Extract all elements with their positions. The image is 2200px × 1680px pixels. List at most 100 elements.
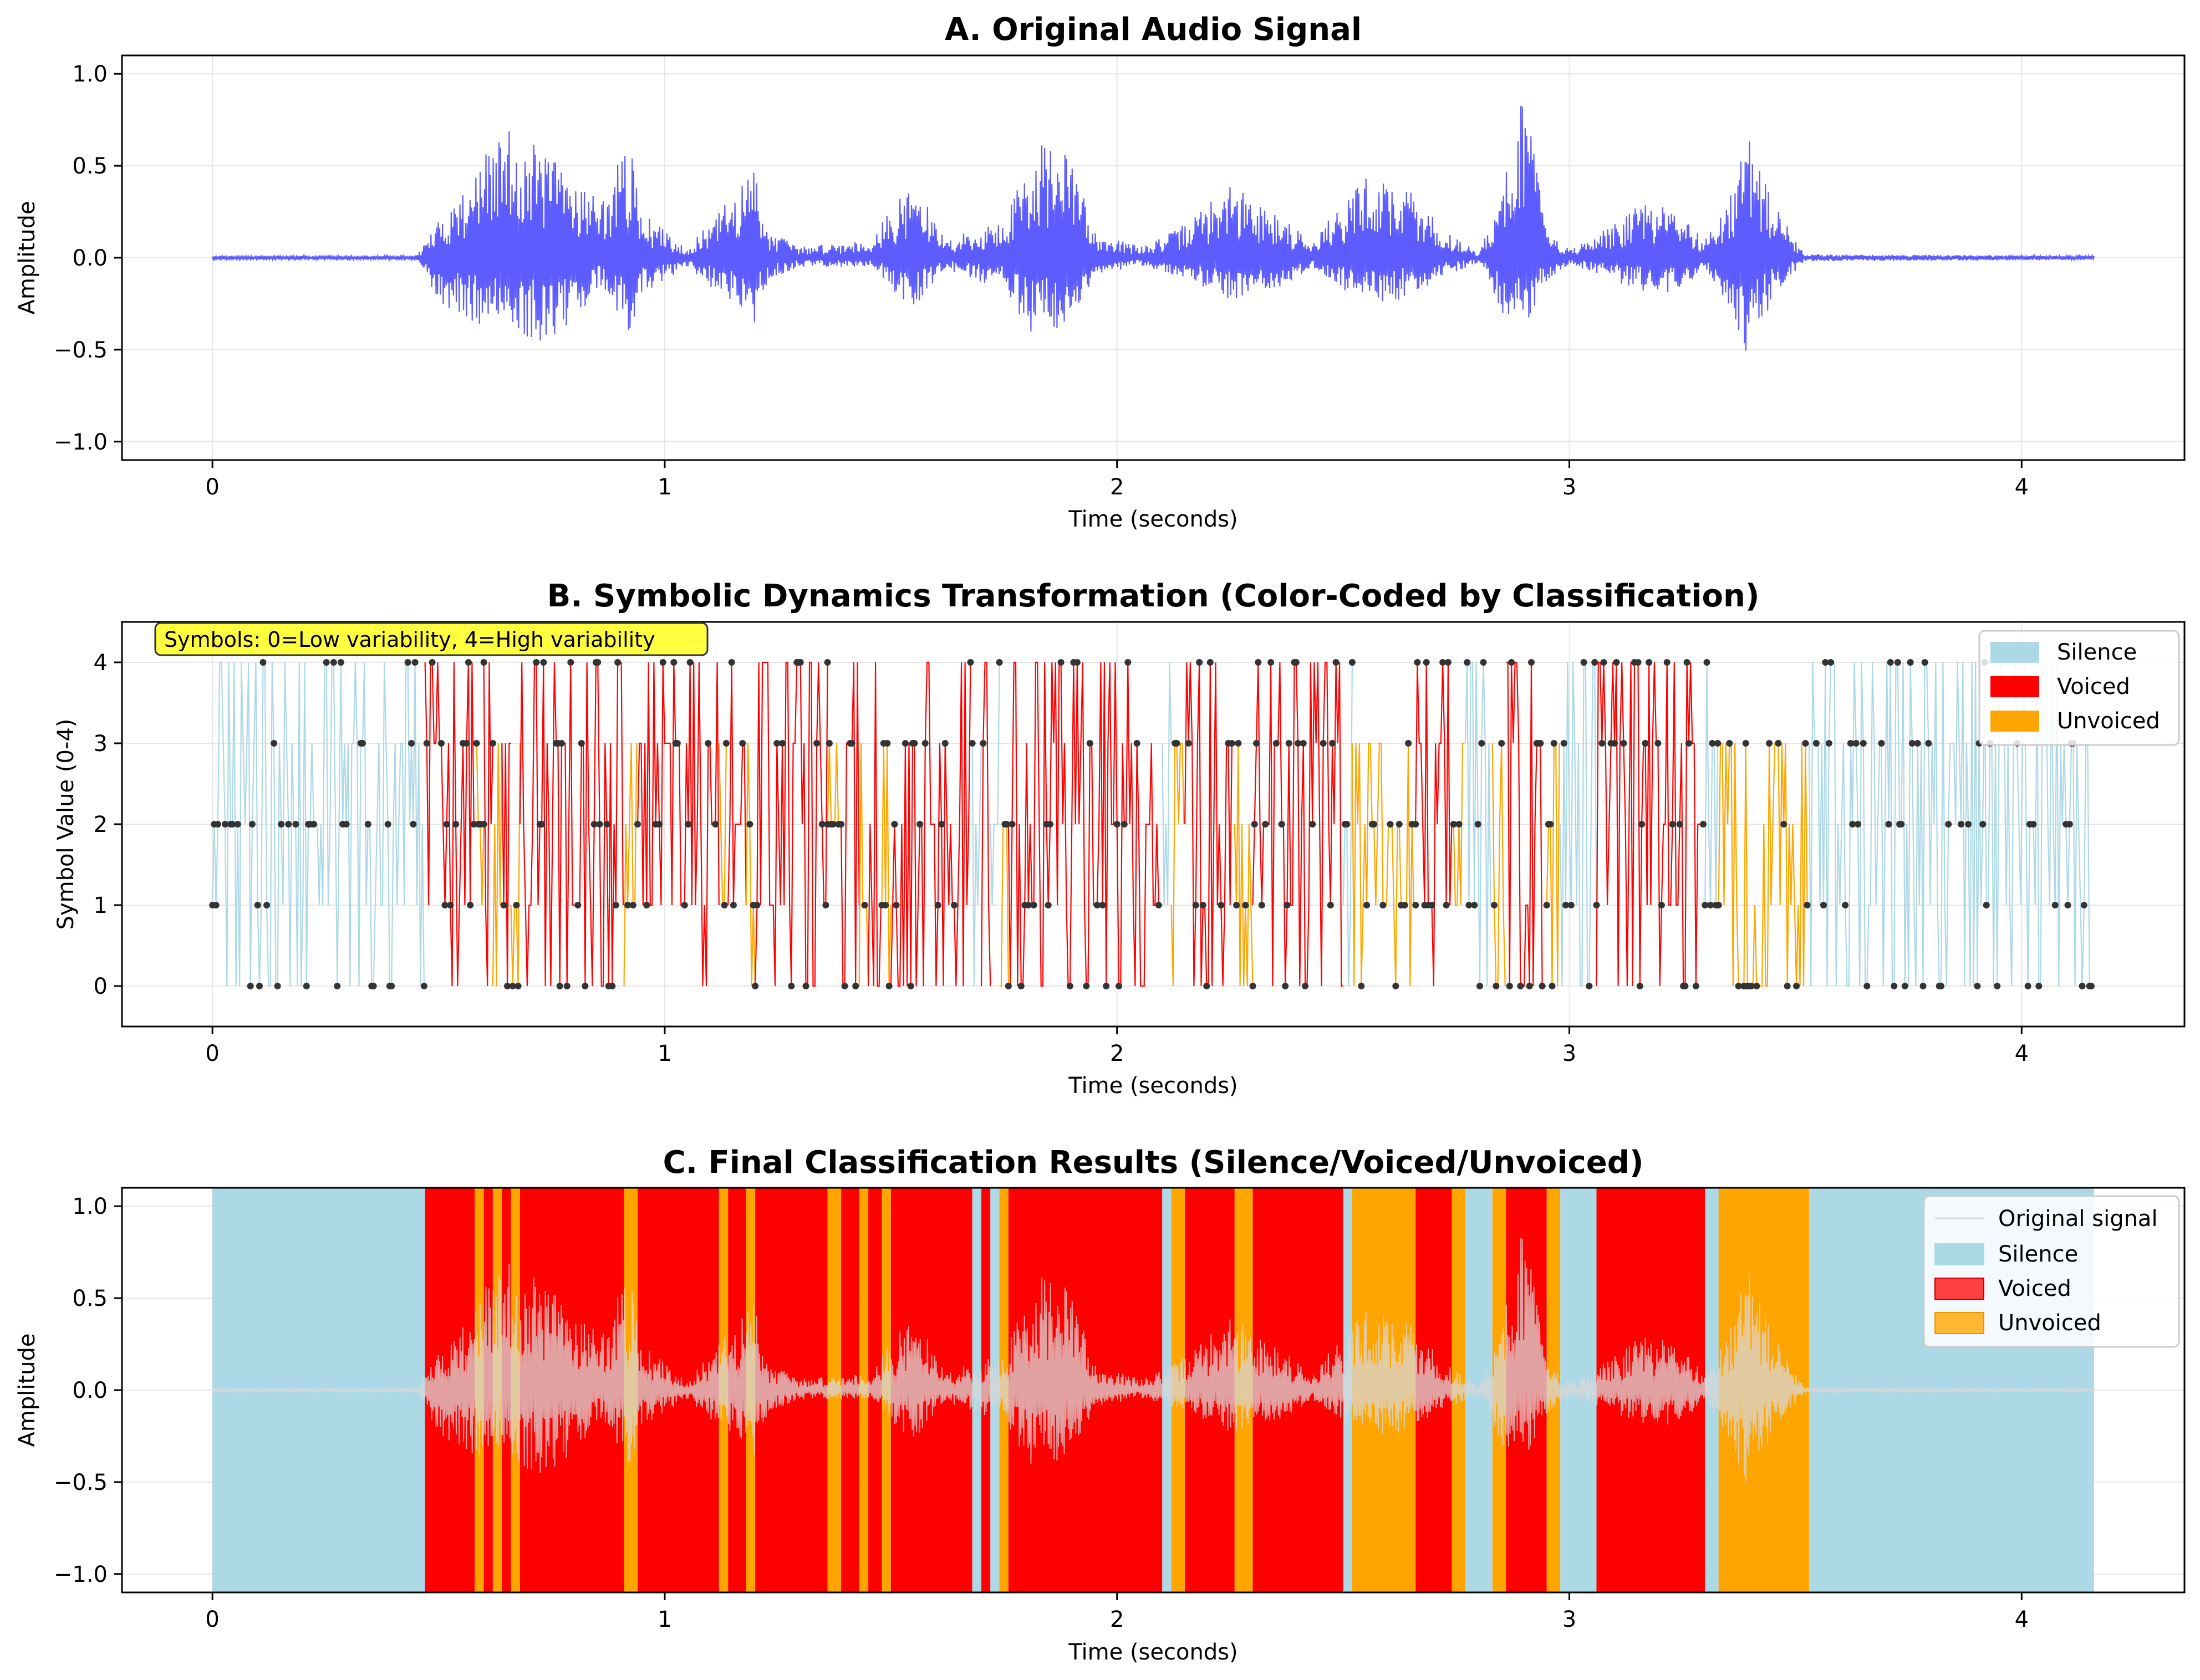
symbol-marker xyxy=(1332,659,1340,666)
legend-label-voiced: Voiced xyxy=(1998,1276,2071,1301)
symbol-marker xyxy=(1919,983,1927,989)
panel-b: B. Symbolic Dynamics Transformation (Col… xyxy=(53,578,2186,1099)
x-tick-label: 2 xyxy=(1110,474,1124,500)
panel-c-y-ticks: −1.0 −0.5 0.0 0.5 1.0 xyxy=(54,1194,122,1587)
symbol-line-silence xyxy=(1560,661,1597,987)
symbol-marker xyxy=(612,902,619,908)
symbol-line-silence xyxy=(212,661,425,987)
x-tick-label: 3 xyxy=(1562,1041,1576,1066)
symbol-marker xyxy=(1965,821,1972,828)
symbol-marker xyxy=(1702,902,1709,908)
symbol-marker xyxy=(1855,821,1861,828)
symbol-marker xyxy=(1401,902,1408,908)
x-tick-label: 3 xyxy=(1562,474,1576,500)
symbol-marker xyxy=(752,983,759,989)
symbol-marker xyxy=(1908,740,1916,747)
symbol-line-silence xyxy=(990,662,1000,906)
panel-c-ylabel: Amplitude xyxy=(14,1334,40,1447)
symbol-marker xyxy=(229,821,236,828)
symbol-marker xyxy=(1218,902,1225,908)
symbol-marker xyxy=(1255,659,1262,666)
symbol-marker xyxy=(1251,821,1258,828)
symbol-marker xyxy=(1116,983,1122,989)
symbol-marker xyxy=(1206,659,1214,666)
symbol-line-unvoiced xyxy=(1351,742,1416,987)
symbol-marker xyxy=(1863,983,1871,989)
legend-swatch-silence xyxy=(1990,642,2039,663)
symbol-line-unvoiced xyxy=(827,743,841,825)
symbol-marker xyxy=(1537,740,1544,747)
symbol-marker xyxy=(1196,659,1203,666)
symbol-marker xyxy=(934,902,941,908)
symbol-marker xyxy=(480,659,487,666)
symbol-line-silence xyxy=(1342,662,1353,987)
symbol-marker xyxy=(1543,902,1550,908)
symbol-marker xyxy=(214,821,221,828)
symbol-marker xyxy=(1392,983,1399,989)
symbol-marker xyxy=(1030,902,1037,908)
symbol-marker xyxy=(437,740,445,747)
symbol-marker xyxy=(1412,821,1419,828)
symbol-marker xyxy=(574,902,582,908)
symbol-marker xyxy=(513,902,520,908)
symbol-marker xyxy=(1636,983,1643,989)
symbol-marker xyxy=(1742,740,1749,747)
panel-c-plot xyxy=(212,1188,2095,1592)
panel-a-xlabel: Time (seconds) xyxy=(1068,507,1238,532)
symbol-marker xyxy=(1478,740,1485,747)
symbol-marker xyxy=(500,902,507,908)
symbol-marker xyxy=(1003,821,1010,828)
symbol-marker xyxy=(1804,902,1811,908)
x-tick-label: 1 xyxy=(658,1041,671,1066)
symbol-marker xyxy=(1464,659,1471,666)
symbol-line-voiced xyxy=(1415,662,1453,987)
symbol-line-unvoiced xyxy=(492,743,503,987)
symbol-marker xyxy=(370,983,377,989)
symbol-marker xyxy=(285,821,292,828)
symbol-marker xyxy=(1958,821,1964,828)
legend-label-voiced: Voiced xyxy=(2057,674,2130,699)
symbol-marker xyxy=(2051,902,2059,908)
symbol-marker xyxy=(1860,740,1867,747)
symbol-marker xyxy=(1620,740,1627,747)
panel-b-annotation: Symbols: 0=Low variability, 4=High varia… xyxy=(154,622,709,656)
symbol-marker xyxy=(1891,983,1898,989)
symbol-marker xyxy=(1498,740,1505,747)
y-tick-label: −0.5 xyxy=(54,338,108,363)
symbol-marker xyxy=(247,983,254,989)
symbol-marker xyxy=(556,983,563,989)
symbol-marker xyxy=(1185,740,1192,747)
symbol-marker xyxy=(467,902,474,908)
y-tick-label: 0.0 xyxy=(72,1378,108,1403)
symbol-marker xyxy=(813,740,821,747)
symbol-marker xyxy=(1282,983,1289,989)
symbol-marker xyxy=(384,821,391,828)
symbol-marker xyxy=(838,821,845,828)
symbol-marker xyxy=(891,821,898,828)
symbol-line-silence xyxy=(1162,662,1172,906)
symbol-marker xyxy=(1613,659,1620,666)
symbol-marker xyxy=(722,740,730,747)
symbol-marker xyxy=(1302,983,1309,989)
symbol-line-unvoiced xyxy=(1491,743,1506,987)
symbol-marker xyxy=(753,902,761,908)
symbol-marker xyxy=(659,659,666,666)
symbol-marker xyxy=(721,902,728,908)
symbol-marker xyxy=(1066,983,1073,989)
symbol-line-silence xyxy=(1704,662,1719,906)
symbol-marker xyxy=(1983,902,1990,908)
symbol-marker xyxy=(1894,659,1901,666)
y-tick-label: 1.0 xyxy=(72,1194,108,1219)
symbol-marker xyxy=(447,902,454,908)
y-tick-label: 0.0 xyxy=(72,246,108,271)
symbol-marker xyxy=(1901,983,1908,989)
symbol-marker xyxy=(969,740,976,747)
symbol-marker xyxy=(567,659,574,666)
symbol-marker xyxy=(1439,659,1447,666)
symbol-marker xyxy=(1753,983,1760,989)
symbol-marker xyxy=(441,902,449,908)
symbol-marker xyxy=(1235,740,1242,747)
legend-label-unvoiced: Unvoiced xyxy=(2057,708,2160,734)
symbol-line-unvoiced xyxy=(1546,742,1560,987)
symbol-line-voiced xyxy=(980,661,991,987)
